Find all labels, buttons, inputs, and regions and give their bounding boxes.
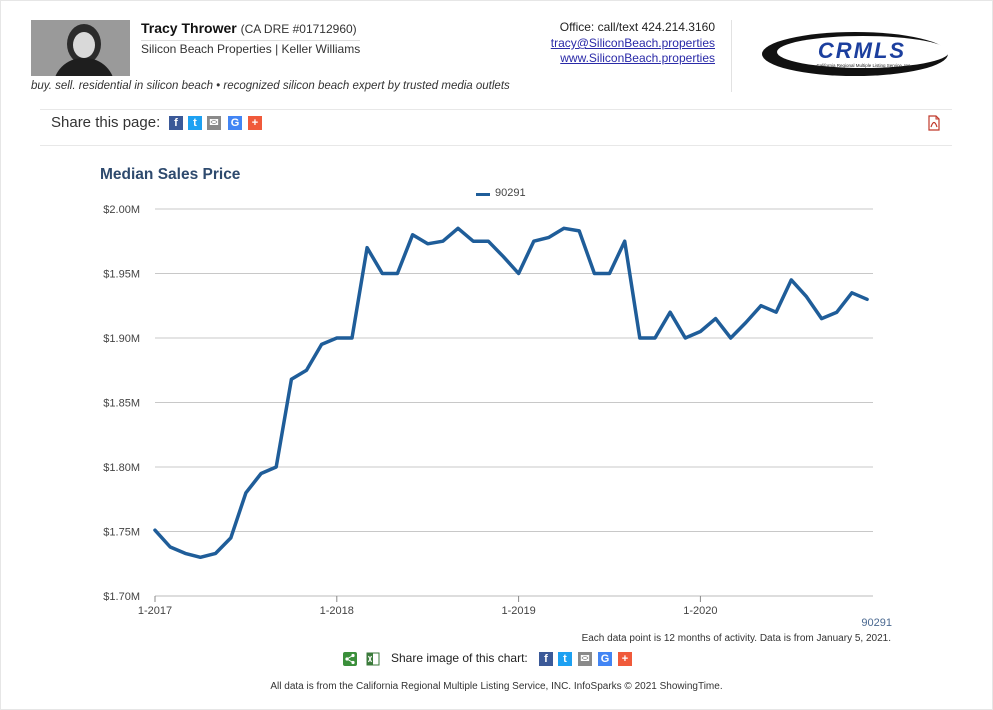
y-tick-label: $1.75M xyxy=(103,527,140,539)
header-divider xyxy=(731,20,732,92)
chart-email-icon[interactable]: ✉ xyxy=(578,652,592,666)
divider-bottom xyxy=(40,145,952,146)
logo-text: CRMLS xyxy=(818,38,906,63)
twitter-icon[interactable]: t xyxy=(188,116,202,130)
crmls-logo: CRMLS California Regional Multiple Listi… xyxy=(762,32,949,76)
facebook-icon[interactable]: f xyxy=(169,116,183,130)
agent-name: Tracy Thrower (CA DRE #01712960) xyxy=(141,20,357,36)
agent-license: (CA DRE #01712960) xyxy=(240,22,357,36)
median-price-chart: $1.70M $1.75M $1.80M $1.85M $1.90M $1.95M $2.0… xyxy=(103,204,873,617)
tagline: buy. sell. residential in silicon beach … xyxy=(31,80,510,92)
website-link[interactable]: www.SiliconBeach.properties xyxy=(560,51,715,65)
y-tick-label: $2.00M xyxy=(103,204,140,216)
legend-label: 90291 xyxy=(495,187,526,199)
excel-icon[interactable] xyxy=(366,652,380,666)
y-tick-label: $1.70M xyxy=(103,591,140,603)
google-icon[interactable]: G xyxy=(228,116,242,130)
agent-name-text: Tracy Thrower xyxy=(141,20,237,36)
x-tick-label: 1-2019 xyxy=(501,605,535,617)
series-tag: 90291 xyxy=(861,617,892,629)
x-tick-label: 1-2017 xyxy=(138,605,172,617)
email-icon[interactable]: ✉ xyxy=(207,116,221,130)
chart-google-icon[interactable]: G xyxy=(598,652,612,666)
logo-subtext: California Regional Multiple Listing Ser… xyxy=(816,63,911,68)
email-link[interactable]: tracy@SiliconBeach.properties xyxy=(550,36,715,50)
activity-note: Each data point is 12 months of activity… xyxy=(581,633,891,644)
chart-title: Median Sales Price xyxy=(100,166,241,183)
y-tick-label: $1.80M xyxy=(103,462,140,474)
divider-top xyxy=(40,109,952,110)
share-image-label: Share image of this chart: xyxy=(391,651,528,665)
legend-swatch xyxy=(476,193,490,196)
agent-company: Silicon Beach Properties | Keller Willia… xyxy=(141,40,361,56)
office-phone: Office: call/text 424.214.3160 xyxy=(559,20,715,34)
pdf-icon[interactable] xyxy=(926,115,942,131)
agent-photo xyxy=(31,20,130,76)
share-page-label: Share this page: xyxy=(51,114,161,131)
series-line-90291 xyxy=(153,226,869,560)
chart-plus-icon[interactable]: + xyxy=(618,652,632,666)
x-tick-label: 1-2020 xyxy=(683,605,717,617)
y-tick-label: $1.85M xyxy=(103,398,140,410)
y-tick-label: $1.90M xyxy=(103,333,140,345)
x-tick-label: 1-2018 xyxy=(320,605,354,617)
chart-twitter-icon[interactable]: t xyxy=(558,652,572,666)
plus-icon[interactable]: + xyxy=(248,116,262,130)
chart-facebook-icon[interactable]: f xyxy=(539,652,553,666)
y-tick-label: $1.95M xyxy=(103,269,140,281)
share-icon[interactable] xyxy=(343,652,357,666)
footer-credit: All data is from the California Regional… xyxy=(270,681,723,692)
